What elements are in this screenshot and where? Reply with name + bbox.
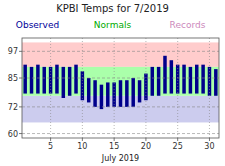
- bar: [100, 85, 103, 109]
- grid-line: [177, 38, 178, 138]
- bar: [106, 82, 109, 106]
- bar: [23, 65, 26, 94]
- tick-label: 72: [8, 103, 18, 112]
- tick: [177, 138, 178, 141]
- legend-entry: Normals: [94, 20, 132, 30]
- bar: [93, 80, 96, 107]
- bar: [62, 67, 65, 98]
- bar: [74, 65, 77, 94]
- tick-label: 5: [48, 142, 53, 151]
- grid-line: [22, 78, 219, 79]
- title: KPBI Temps for 7/2019: [56, 3, 169, 14]
- tick: [19, 106, 22, 107]
- plot-frame: [22, 38, 219, 138]
- bar: [170, 60, 173, 93]
- bar: [87, 78, 90, 102]
- tick-label: 30: [204, 142, 214, 151]
- tick-label: 60: [8, 130, 18, 139]
- tick-label: 10: [77, 142, 87, 151]
- tick-label: 20: [141, 142, 151, 151]
- bar: [42, 67, 45, 94]
- grid-line: [50, 38, 51, 138]
- band: [22, 42, 219, 66]
- tick: [82, 138, 83, 141]
- bar: [30, 67, 33, 94]
- legend-entry: Observed: [16, 20, 59, 30]
- tick: [50, 138, 51, 141]
- tick: [19, 51, 22, 52]
- grid-line: [22, 133, 219, 134]
- bar: [182, 65, 185, 94]
- bar: [195, 65, 198, 94]
- bar: [157, 67, 160, 96]
- grid-line: [145, 38, 146, 138]
- grid-line: [209, 38, 210, 138]
- bar: [138, 80, 141, 102]
- tick-label: 85: [8, 74, 18, 83]
- grid-line: [114, 38, 115, 138]
- bar: [189, 67, 192, 94]
- legend-entry: Records: [170, 20, 206, 30]
- bar: [55, 65, 58, 94]
- tick-label: 25: [173, 142, 183, 151]
- tick: [19, 78, 22, 79]
- bar: [125, 80, 128, 107]
- bar: [119, 80, 122, 107]
- grid-line: [22, 51, 219, 52]
- tick: [114, 138, 115, 141]
- tick: [145, 138, 146, 141]
- bar: [214, 69, 217, 96]
- x-axis-label: July 2019: [101, 154, 139, 163]
- grid-line: [82, 38, 83, 138]
- chart: KPBI Temps for 7/2019 Observed Normals Reco…: [0, 0, 225, 166]
- bar: [36, 65, 39, 94]
- tick-label: 97: [8, 47, 18, 56]
- plot-area: [22, 38, 219, 138]
- bar: [163, 56, 166, 94]
- grid-line: [22, 106, 219, 107]
- tick: [209, 138, 210, 141]
- bar: [68, 67, 71, 96]
- bar: [201, 65, 204, 94]
- tick-label: 15: [109, 142, 119, 151]
- tick: [19, 133, 22, 134]
- bar: [151, 67, 154, 96]
- bar: [131, 78, 134, 107]
